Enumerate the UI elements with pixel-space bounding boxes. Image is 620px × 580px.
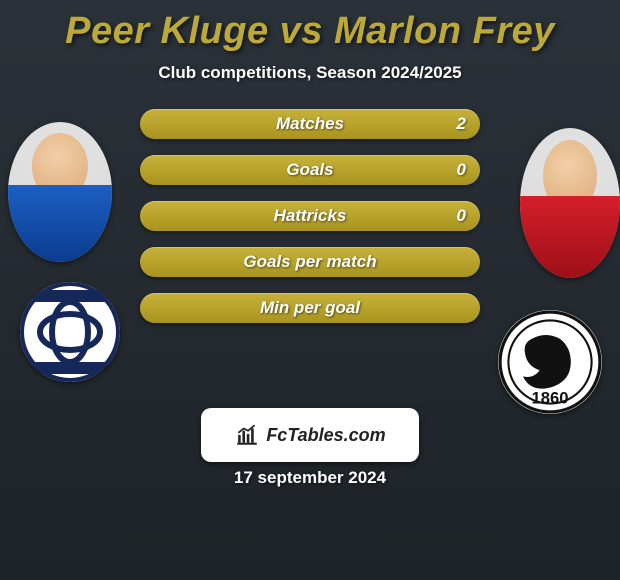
stat-row-mpg: Min per goal [140,293,480,323]
portrait-jersey [8,185,112,262]
competition-subtitle: Club competitions, Season 2024/2025 [0,63,620,83]
stat-label: Hattricks [140,201,480,231]
stat-value: 0 [457,201,466,231]
chart-icon [234,422,260,448]
stat-value: 0 [457,155,466,185]
date-text: 17 september 2024 [0,468,620,488]
stat-label: Goals [140,155,480,185]
player2-name: Marlon Frey [334,10,555,52]
player2-portrait [520,128,620,278]
club-badge-icon [20,282,120,382]
stat-label: Matches [140,109,480,139]
stat-bars: Matches 2 Goals 0 Hattricks 0 Goals per … [140,109,480,339]
club-year-text: 1860 [532,389,569,408]
watermark-text: FcTables.com [266,425,385,446]
watermark-badge: FcTables.com [201,408,419,462]
player1-name: Peer Kluge [65,10,269,52]
player1-portrait [8,122,112,262]
player1-club-badge [20,282,120,382]
stat-label: Goals per match [140,247,480,277]
club-badge-icon: 1860 [498,310,602,414]
page-title: Peer Kluge vs Marlon Frey [0,0,620,53]
stat-row-matches: Matches 2 [140,109,480,139]
portrait-jersey [520,196,620,279]
vs-separator: vs [269,10,334,52]
stat-row-hattricks: Hattricks 0 [140,201,480,231]
stat-row-gpm: Goals per match [140,247,480,277]
stat-label: Min per goal [140,293,480,323]
stat-value: 2 [457,109,466,139]
stat-row-goals: Goals 0 [140,155,480,185]
player2-club-badge: 1860 [498,310,602,414]
